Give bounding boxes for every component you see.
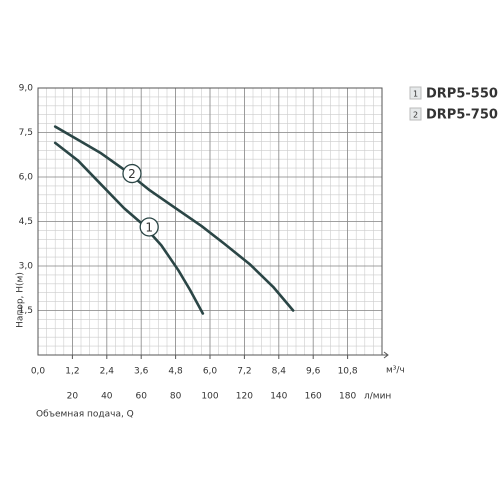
legend-number: 1: [413, 90, 418, 99]
legend-box: [409, 107, 422, 121]
legend-number: 2: [413, 111, 418, 120]
legend-box: [409, 86, 422, 100]
x2-tick-label: 80: [170, 392, 182, 402]
y-axis-label: Напор, H(м): [16, 272, 26, 328]
curve-badge: [122, 163, 142, 184]
x-tick-label: 1,2: [65, 367, 79, 377]
x-tick-label: 4,8: [168, 367, 183, 377]
x-tick-label: 2,4: [100, 367, 115, 377]
x2-tick-label: 180: [339, 392, 356, 402]
x2-tick-label: 20: [67, 392, 79, 402]
x-tick-label: 7,2: [237, 367, 251, 377]
y-tick-label: 4,5: [19, 217, 33, 227]
x2-unit: л/мин: [364, 392, 391, 402]
y-tick-label: 1,5: [19, 306, 33, 316]
plot-frame: [37, 87, 383, 356]
x2-tick-label: 60: [135, 392, 147, 402]
x2-tick-label: 140: [270, 392, 287, 402]
curve: [53, 125, 295, 312]
x-tick-label: 3,6: [134, 367, 149, 377]
y-tick-label: 6,0: [19, 173, 34, 183]
x-tick-label: 0,0: [31, 367, 46, 377]
x-tick-label: 8,4: [272, 367, 287, 377]
x-tick-label: 9,6: [306, 367, 321, 377]
x2-tick-label: 160: [305, 392, 322, 402]
x-unit: м³/ч: [386, 366, 405, 376]
y-tick-label: 3,0: [19, 262, 34, 272]
x-axis-arrow: [382, 351, 389, 359]
x2-tick-label: 40: [101, 392, 113, 402]
curve-badge-label: 2: [128, 167, 136, 181]
curve-badge-label: 1: [145, 220, 153, 234]
legend-label: DRP5-750: [426, 108, 498, 123]
x-axis-label: Объемная подача, Q: [36, 410, 134, 420]
y-tick-label: 9,0: [19, 84, 34, 94]
curve-badge: [139, 217, 159, 237]
x2-tick-label: 120: [236, 392, 253, 402]
x-tick-label: 10,8: [338, 367, 358, 377]
y-tick-label: 7,5: [19, 128, 33, 138]
legend: 1 DRP5-550 2 DRP5-750: [409, 86, 498, 123]
legend-label: DRP5-550: [426, 87, 498, 102]
x-tick-label: 6,0: [203, 367, 218, 377]
x2-tick-label: 100: [201, 392, 218, 402]
